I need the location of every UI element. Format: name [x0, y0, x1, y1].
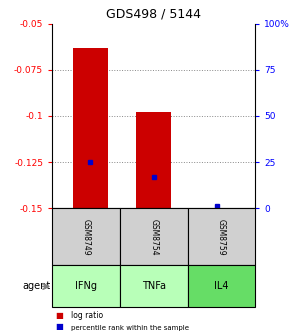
Text: GSM8754: GSM8754 [149, 218, 158, 255]
Bar [188, 208, 255, 265]
Text: IFNg: IFNg [75, 282, 97, 291]
Text: ■: ■ [55, 311, 63, 320]
Text: IL4: IL4 [214, 282, 229, 291]
Bar [120, 208, 188, 265]
Text: GSM8749: GSM8749 [81, 218, 90, 255]
Text: percentile rank within the sample: percentile rank within the sample [71, 325, 189, 331]
Bar [73, 47, 108, 208]
Text: TNFa: TNFa [142, 282, 166, 291]
Bar [136, 112, 171, 208]
Bar [188, 265, 255, 307]
Text: GSM8759: GSM8759 [217, 218, 226, 255]
Bar [52, 208, 120, 265]
Text: agent: agent [22, 282, 50, 291]
Text: ■: ■ [55, 322, 63, 331]
Title: GDS498 / 5144: GDS498 / 5144 [106, 8, 201, 21]
Text: log ratio: log ratio [71, 311, 103, 320]
Bar [52, 265, 120, 307]
Bar [120, 265, 188, 307]
